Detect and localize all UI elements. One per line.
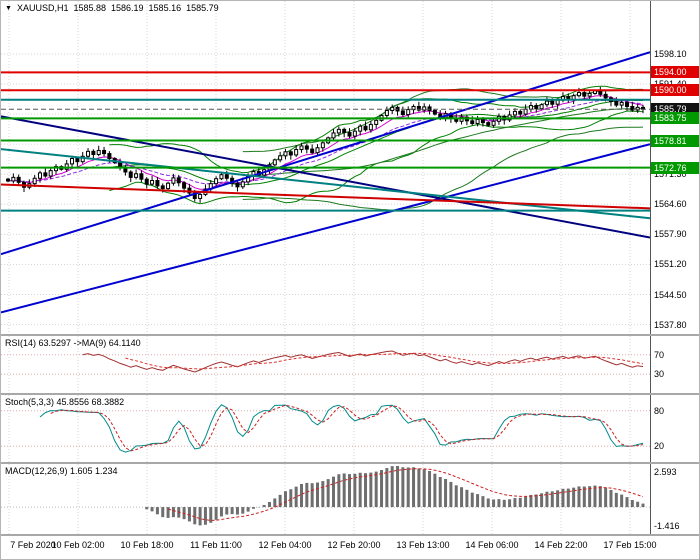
price-axis-label: 1537.80 [654, 319, 687, 330]
macd-scale-label: 2.593 [654, 467, 677, 478]
main-chart-panel[interactable]: ▼ XAUUSD,H1 1585.88 1586.19 1585.16 1585.79 [1, 1, 650, 334]
time-axis-label: 12 Feb 04:00 [258, 540, 312, 550]
macd-panel[interactable]: MACD(12,26,9) 1.605 1.234 [1, 464, 650, 534]
stochastic-panel[interactable]: Stoch(5,3,3) 45.8556 68.3882 [1, 395, 650, 462]
time-axis[interactable]: 7 Feb 2020 10 Feb 02:00 10 Feb 18:00 11 Feb… [1, 536, 699, 559]
ohlc-open: 1585.88 [73, 3, 106, 13]
price-axis-label: 1557.90 [654, 229, 687, 240]
main-chart-canvas[interactable] [1, 1, 650, 334]
price-axis-label: 1564.60 [654, 199, 687, 210]
rsi-canvas[interactable] [1, 336, 650, 393]
price-axis-label: 1598.10 [654, 48, 687, 59]
price-axis-label: 1544.50 [654, 289, 687, 300]
time-axis-label: 17 Feb 15:00 [603, 540, 657, 550]
macd-header: MACD(12,26,9) 1.605 1.234 [5, 466, 118, 476]
price-axis-label: 1591.40 [654, 79, 687, 89]
ohlc-close: 1585.79 [186, 3, 219, 13]
price-badge: 1585.79 [651, 103, 699, 116]
price-axis[interactable]: 1598.101591.401584.701578.001571.301564.… [650, 1, 699, 536]
time-axis-label: 7 Feb 2020 [10, 540, 56, 550]
symbol-marker-icon: ▼ [5, 5, 12, 12]
panel-separator[interactable] [1, 393, 699, 395]
rsi-header: RSI(14) 63.5297 ->MA(9) 64.1140 [5, 338, 141, 348]
time-axis-label: 10 Feb 18:00 [120, 540, 174, 550]
chart-symbol: XAUUSD,H1 [16, 3, 69, 13]
time-axis-label: 13 Feb 13:00 [396, 540, 450, 550]
stoch-level-label: 20 [654, 441, 665, 452]
time-axis-label: 10 Feb 02:00 [51, 540, 105, 550]
stoch-level-label: 80 [654, 405, 665, 416]
price-badge: 1594.00 [651, 66, 699, 79]
rsi-level-label: 30 [654, 369, 665, 380]
price-badge: 1590.00 [651, 84, 699, 97]
time-axis-label: 11 Feb 11:00 [190, 540, 242, 550]
panel-separator[interactable] [1, 334, 699, 336]
time-axis-label: 14 Feb 22:00 [534, 540, 588, 550]
rsi-level-label: 70 [654, 349, 665, 360]
macd-scale-label: -1.416 [654, 521, 680, 532]
stochastic-canvas[interactable] [1, 395, 650, 462]
panel-separator[interactable] [1, 462, 699, 464]
rsi-panel[interactable]: RSI(14) 63.5297 ->MA(9) 64.1140 [1, 336, 650, 393]
ohlc-low: 1585.16 [148, 3, 182, 13]
price-badge: 1583.75 [651, 112, 699, 125]
time-axis-label: 12 Feb 20:00 [327, 540, 381, 550]
macd-canvas[interactable] [1, 464, 650, 534]
price-axis-label: 1571.30 [654, 169, 687, 180]
price-badge: 1572.76 [651, 161, 699, 174]
time-axis-label: 14 Feb 06:00 [465, 540, 519, 550]
price-badge: 1578.81 [651, 134, 699, 147]
price-axis-label: 1551.20 [654, 259, 687, 270]
panel-separator[interactable] [1, 534, 699, 536]
stochastic-header: Stoch(5,3,3) 45.8556 68.3882 [5, 397, 125, 407]
ohlc-high: 1586.19 [111, 3, 144, 13]
chart-header: ▼ XAUUSD,H1 1585.88 1586.19 1585.16 1585.79 [5, 3, 224, 13]
